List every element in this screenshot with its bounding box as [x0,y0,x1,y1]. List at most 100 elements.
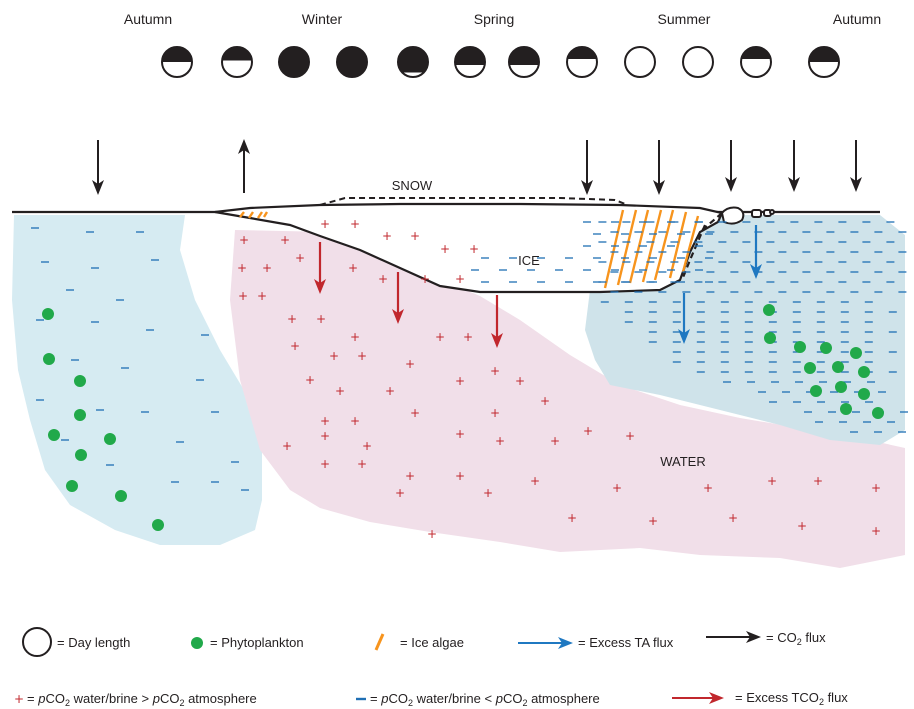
legend-day-length: = Day length [22,627,130,657]
phytoplankton-dot [820,342,832,354]
plus-sign: + [871,481,881,495]
plus-sign: + [455,469,465,483]
phytoplankton-dot [104,433,116,445]
day-length-indicators [161,46,840,78]
plus-sign: + [410,406,420,420]
day-length-moon [740,46,772,78]
ice-margin-dashed [680,224,707,281]
plus-sign: + [612,481,622,495]
plus-sign: + [813,474,823,488]
season-winter: Winter [302,11,343,27]
day-length-moon [624,46,656,78]
co2-arrow-down-1 [92,140,104,195]
plus-sign: + [348,261,358,275]
day-length-moon [508,46,540,78]
plus-sign: + [239,233,249,247]
plus-sign: + [329,349,339,363]
phytoplankton-dot [74,409,86,421]
plus-sign: + [405,357,415,371]
co2-arrow-down-4 [725,140,737,192]
ice-floes [720,206,775,225]
plus-sign: + [455,374,465,388]
phytoplankton-dot [66,480,78,492]
day-length-moon [566,46,598,78]
phytoplankton-dot [763,304,775,316]
phytoplankton-dot [858,366,870,378]
plus-sign: + [440,242,450,256]
plus-sign: + [350,330,360,344]
phytoplankton-dot [858,388,870,400]
legend: = Day length = Phytoplankton = Ice algae… [14,627,848,708]
season-summer: Summer [658,11,711,27]
plus-sign: + [378,272,388,286]
tco2-flux-arrows [314,242,503,348]
season-labels: Autumn Winter Spring Summer Autumn [124,11,881,27]
plus-sign: + [427,527,437,541]
plus-sign: + [257,289,267,303]
phytoplankton-dot [48,429,60,441]
day-length-moon [808,46,840,78]
legend-co2-flux: = CO2 flux [706,630,826,647]
season-autumn-2: Autumn [833,11,881,27]
plus-sign: + [797,519,807,533]
phytoplankton-dot [115,490,127,502]
plus-sign: + [335,384,345,398]
day-length-moon [682,46,714,78]
minus-signs [31,221,908,491]
snow-layer-outline [319,197,626,206]
plus-sign: + [357,349,367,363]
plus-sign: + [287,312,297,326]
ta-arrow-2 [678,293,690,344]
plus-sign: + [530,474,540,488]
phytoplankton-dot [835,381,847,393]
day-length-moon [454,46,486,78]
co2-arrow-down-3 [653,140,665,195]
plus-sign: + [871,524,881,538]
legend-minus-text: = pCO2 water/brine < pCO2 atmosphere [370,691,600,708]
plus-sign: + [320,414,330,428]
plus-sign: + [316,312,326,326]
plus-sign: + [469,242,479,256]
phytoplankton-dots [42,304,884,531]
legend-day-length-text: = Day length [57,635,130,650]
phytoplankton-dot [764,332,776,344]
plus-sign: + [405,469,415,483]
plus-sign: + [567,511,577,525]
plus-sign: + [490,364,500,378]
plus-sign: + [395,486,405,500]
ice-label: ICE [518,253,540,268]
plus-sign: + [420,272,430,286]
legend-ice-algae-text: = Ice algae [400,635,464,650]
phytoplankton-dot [850,347,862,359]
legend-phytoplankton: = Phytoplankton [191,635,304,650]
plus-sign: + [455,272,465,286]
season-autumn-1: Autumn [124,11,172,27]
legend-excess-tco2-text: = Excess TCO2 flux [735,690,848,707]
plus-sign: + [290,339,300,353]
day-length-moon [397,46,429,78]
plus-sign: + [320,457,330,471]
legend-phytoplankton-text: = Phytoplankton [210,635,304,650]
plus-sign: + [550,434,560,448]
plus-sign: + [305,373,315,387]
plus-sign: + [320,217,330,231]
co2-arrow-down-6 [850,140,862,192]
day-length-moon [336,46,368,78]
tco2-arrow-1 [314,242,326,294]
plus-sign: + [382,229,392,243]
plus-sign: + [625,429,635,443]
phytoplankton-dot [840,403,852,415]
phytoplankton-dot [794,341,806,353]
phytoplankton-dot [832,361,844,373]
legend-plus: + = pCO2 water/brine > pCO2 atmosphere [14,691,257,708]
ta-flux-arrows [678,225,762,344]
ta-arrow-1 [750,225,762,279]
plus-sign: + [357,457,367,471]
phytoplankton-dot [872,407,884,419]
plus-sign: + [295,251,305,265]
plus-sign: + [262,261,272,275]
phytoplankton-dot [75,449,87,461]
plus-sign: + [767,474,777,488]
legend-excess-ta-text: = Excess TA flux [578,635,674,650]
co2-arrow-up [238,139,250,193]
